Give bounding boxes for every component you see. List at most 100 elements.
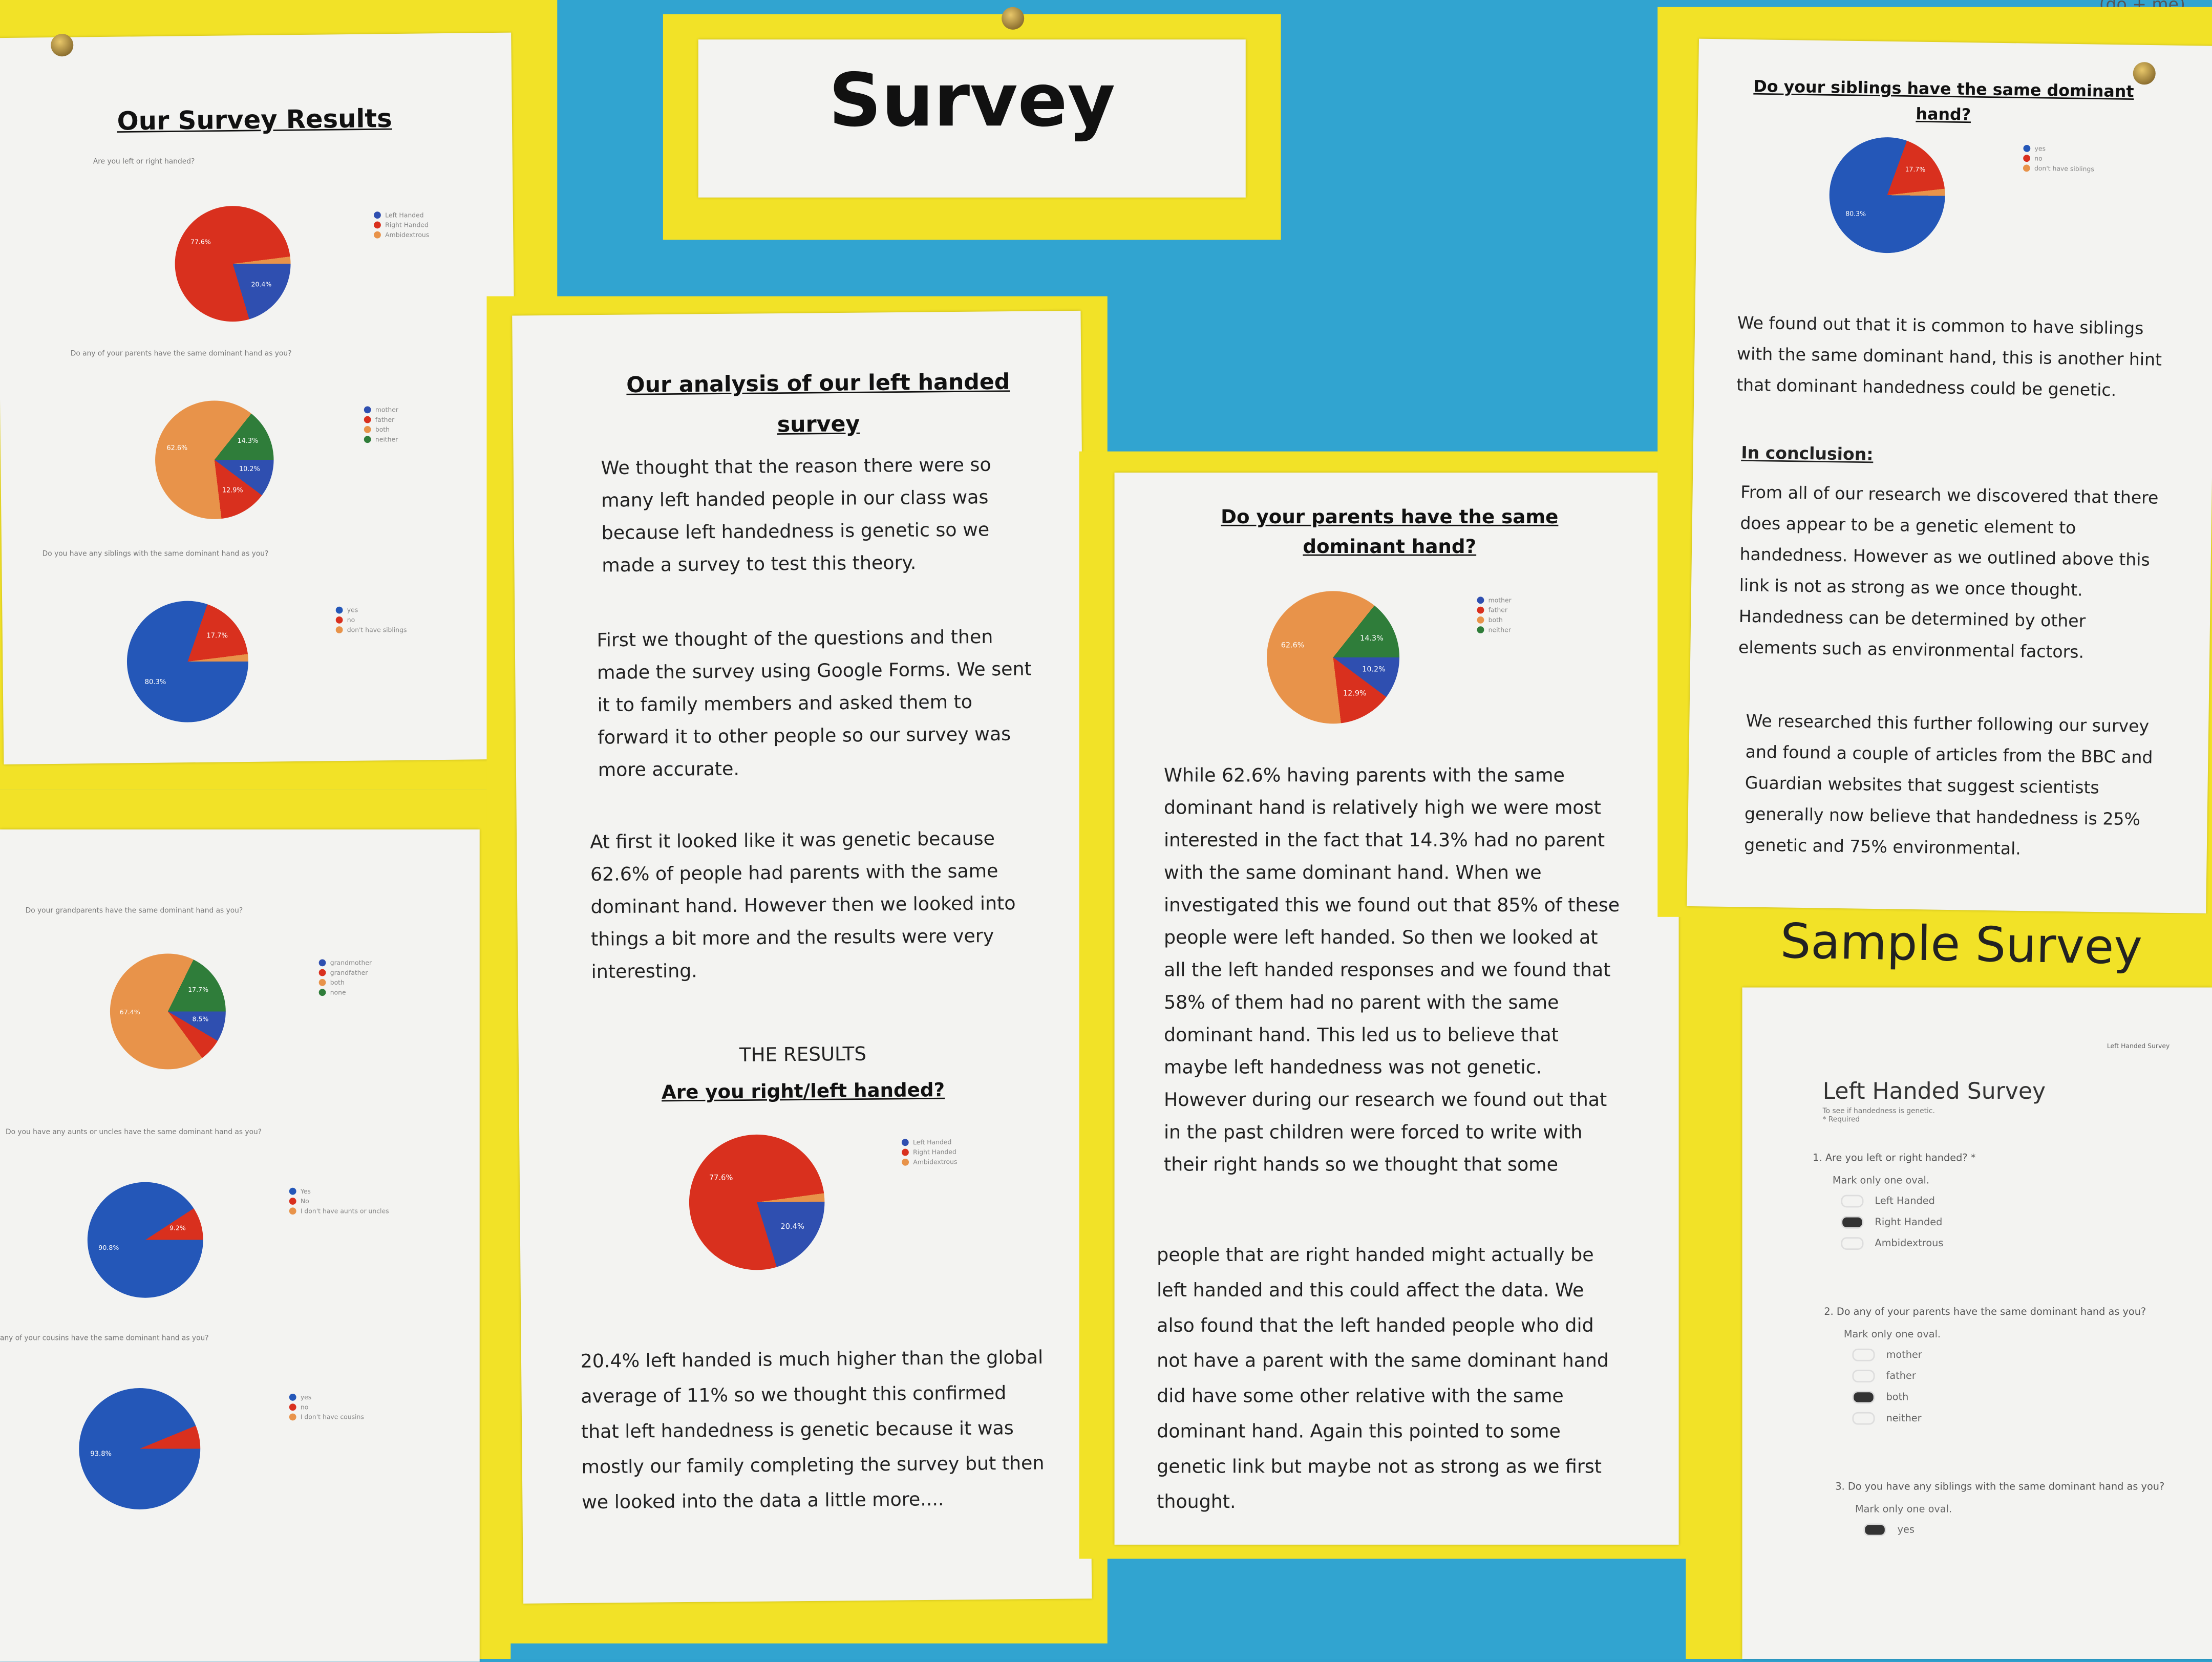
push-pin — [1002, 7, 1025, 30]
oval-empty-icon — [1852, 1412, 1875, 1425]
form-instruction: Mark only one oval. — [1843, 1329, 1941, 1340]
pie-slice-label: 62.6% — [166, 445, 188, 453]
legend-item: don't have siblings — [335, 626, 449, 636]
legend-swatch — [289, 1394, 296, 1401]
push-pin — [51, 34, 74, 57]
pie-slice-label: 80.3% — [1845, 211, 1866, 219]
legend-label: no — [2034, 156, 2043, 164]
form-title: Left Handed Survey — [1822, 1077, 2046, 1105]
legend-label: Ambidextrous — [913, 1159, 958, 1167]
pie-slice-label: 17.7% — [1905, 167, 1926, 176]
oval-empty-icon — [1841, 1237, 1864, 1250]
pie-slice-label: 9.2% — [169, 1225, 186, 1232]
form-question: 3. Do you have any siblings with the sam… — [1835, 1481, 2212, 1537]
legend-item: Right Handed — [902, 1148, 1015, 1159]
chart-question: Do any of your parents have the same dom… — [70, 350, 292, 358]
legend-label: both — [330, 980, 345, 988]
chart-question: Are you left or right handed? — [93, 158, 195, 167]
form-question-text: 1. Are you left or right handed? * — [1813, 1152, 1976, 1164]
pie-legend: yes no don't have siblings — [335, 606, 449, 636]
pie-slice-label: 8.5% — [192, 1017, 209, 1024]
conclusion-heading: In conclusion: — [1741, 442, 1874, 465]
form-option-label: Ambidextrous — [1875, 1238, 1944, 1249]
legend-label: neither — [1488, 628, 1512, 635]
analysis-paragraph: First we thought of the questions and th… — [597, 627, 1032, 782]
pie-slice-label: 12.9% — [222, 488, 243, 496]
legend-item: both — [364, 426, 477, 436]
legend-item: Right Handed — [374, 221, 486, 231]
page-title: Survey — [828, 59, 1116, 144]
legend-swatch — [318, 969, 326, 976]
legend-swatch — [364, 416, 371, 423]
analysis-paragraph: At first it looked like it was genetic b… — [590, 829, 1016, 984]
results-title: Our Survey Results — [117, 104, 392, 137]
form-option-label: Right Handed — [1875, 1217, 1943, 1228]
oval-filled-icon — [1852, 1391, 1875, 1404]
form-option-label: Left Handed — [1875, 1195, 1935, 1207]
pie-slice-label: 90.8% — [98, 1246, 119, 1253]
legend-swatch — [902, 1158, 909, 1166]
legend-swatch — [1477, 616, 1484, 624]
chart-question: Do you have any aunts or uncles have the… — [6, 1128, 262, 1137]
chart-area: 20.4% 77.6% Left Handed Right Handed Ambidex… — [519, 1101, 1090, 1346]
legend-item: yes — [335, 606, 449, 616]
pie-legend: grandmother grandfather both none — [318, 959, 432, 998]
legend-item: yes — [289, 1394, 402, 1403]
form-option: neither — [1852, 1412, 2212, 1425]
legend-item: no — [289, 1403, 402, 1413]
pie-slice-label: 20.4% — [251, 282, 272, 289]
legend-item: mother — [364, 406, 477, 416]
parents-sheet: Do your parents have the same dominant h… — [1114, 472, 1679, 1545]
legend-label: grandfather — [330, 970, 368, 978]
legend-swatch — [364, 436, 371, 443]
analysis-title: Our analysis of our left handed survey — [626, 369, 1010, 438]
legend-label: grandmother — [330, 961, 372, 968]
legend-item: both — [318, 979, 432, 989]
legend-item: father — [1477, 606, 1590, 616]
results-heading: THE RESULTS — [739, 1043, 867, 1067]
pie-slice-label: 17.7% — [188, 987, 209, 995]
siblings-title: Do your siblings have the same dominant … — [1753, 76, 2134, 124]
legend-label: yes — [347, 608, 358, 615]
siblings-paragraph: We found out that it is common to have s… — [1736, 313, 2162, 400]
form-question: 2. Do any of your parents have the same … — [1824, 1306, 2212, 1425]
conclusion-paragraph: From all of our research we discovered t… — [1738, 482, 2159, 663]
form-question: 1. Are you left or right handed? * Mark o… — [1813, 1153, 2212, 1250]
oval-empty-icon — [1852, 1370, 1875, 1382]
pie-chart: 10.2% 12.9% 62.6% 14.3% — [1267, 591, 1400, 724]
legend-swatch — [289, 1413, 296, 1421]
pie-chart: 90.8% 9.2% — [87, 1182, 203, 1298]
legend-label: don't have siblings — [347, 628, 407, 635]
pie-legend: yes no I don't have cousins — [289, 1394, 402, 1423]
form-description: To see if handedness is genetic. — [1822, 1107, 1935, 1116]
form-option-label: neither — [1886, 1413, 1922, 1424]
legend-label: I don't have cousins — [300, 1415, 364, 1422]
legend-label: mother — [1488, 598, 1512, 605]
legend-item: don't have siblings — [2023, 164, 2136, 176]
legend-item: father — [364, 416, 477, 426]
legend-swatch — [289, 1403, 296, 1411]
analysis-sheet: Our analysis of our left handed survey W… — [512, 310, 1092, 1604]
legend-label: father — [375, 417, 395, 425]
legend-item: none — [318, 989, 432, 998]
pie-legend: mother father both neither — [364, 406, 477, 445]
parents-paragraph: people that are right handed might actua… — [1157, 1245, 1609, 1514]
pie-slice-label: 14.3% — [237, 439, 259, 446]
analysis-paragraph: We thought that the reason there were so… — [601, 455, 991, 578]
legend-swatch — [289, 1187, 296, 1195]
legend-label: mother — [375, 408, 398, 415]
oval-empty-icon — [1852, 1348, 1875, 1361]
legend-swatch — [1477, 626, 1484, 634]
legend-swatch — [2023, 164, 2030, 172]
pie-slice-label: 77.6% — [709, 1174, 733, 1183]
pie-legend: Left Handed Right Handed Ambidextrous — [374, 211, 486, 241]
form-questions: 1. Are you left or right handed? * Mark o… — [1813, 1153, 2212, 1537]
sample-survey-heading: Sample Survey — [1780, 913, 2143, 977]
pie-slice-label: 80.3% — [144, 679, 166, 687]
form-option: father — [1852, 1370, 2212, 1382]
pie-chart: 80.3% 17.7% — [1828, 136, 1946, 254]
push-pin — [2133, 62, 2156, 85]
pie-chart: 20.4% 77.6% — [688, 1134, 825, 1271]
legend-swatch — [374, 211, 381, 219]
legend-label: none — [330, 990, 346, 997]
